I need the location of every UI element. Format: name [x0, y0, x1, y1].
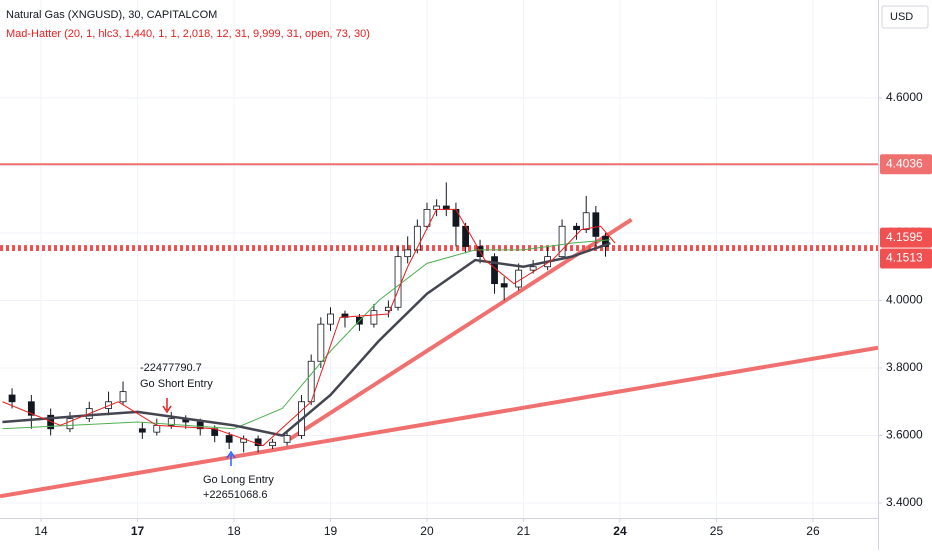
candle-body [592, 212, 600, 237]
currency-button[interactable] [881, 5, 929, 29]
candle-body [370, 310, 378, 325]
candle-body [138, 428, 146, 433]
candle-body [254, 438, 262, 447]
candle-body [196, 421, 204, 430]
candle-body [602, 235, 609, 247]
price-label: 4.1595 [886, 230, 923, 244]
plot [0, 163, 879, 499]
candle-body [529, 266, 537, 271]
y-tick-label: 4.0000 [886, 293, 923, 307]
x-tick-label: 24 [613, 524, 627, 538]
candle-body [573, 225, 580, 231]
candle-body [269, 441, 276, 447]
candle-body [8, 394, 16, 403]
candle-body [413, 225, 421, 251]
x-tick-label: 21 [517, 524, 531, 538]
moving-average [2, 241, 611, 437]
candle-body [317, 323, 325, 362]
price-label-box [880, 248, 932, 269]
candle-body [119, 391, 127, 403]
y-tick-label: 3.6000 [886, 428, 923, 442]
candle-body [66, 418, 74, 430]
candle-body [225, 435, 233, 443]
trend-line [0, 345, 879, 499]
x-tick-label: 17 [131, 524, 145, 538]
candle-body [384, 306, 392, 312]
candle-body [558, 225, 566, 258]
candle-body [500, 283, 508, 288]
price-label-box [880, 154, 932, 175]
candle-body [27, 401, 35, 416]
candle-body [433, 205, 441, 210]
candle-body [105, 401, 112, 409]
candle-body [404, 249, 412, 258]
price-label: 4.1513 [886, 251, 923, 265]
candle-body [153, 424, 161, 433]
candle-body [47, 414, 55, 430]
candle-body [327, 313, 334, 325]
y-tick-label: 4.6000 [886, 90, 923, 104]
axes: 3.40003.60003.80004.00004.20004.40004.60… [34, 90, 932, 538]
annotation: +22651068.6 [203, 489, 268, 501]
x-tick-label: 26 [806, 524, 820, 538]
x-tick-label: 20 [420, 524, 434, 538]
indicator-label: Mad-Hatter (20, 1, hlc3, 1,440, 1, 1, 2,… [6, 28, 370, 40]
candle-body [452, 208, 460, 227]
x-tick-label: 19 [324, 524, 338, 538]
candle-body [283, 435, 291, 443]
grid [0, 0, 878, 518]
price-label-box [880, 227, 932, 248]
x-tick-label: 18 [227, 524, 241, 538]
y-tick-label: 3.4000 [886, 495, 923, 509]
candle-body [167, 418, 175, 426]
candle-body [423, 208, 431, 227]
y-tick-label: 3.8000 [886, 360, 923, 374]
moving-average [2, 239, 611, 430]
annotation: Go Short Entry [140, 378, 213, 390]
chart-title: Natural Gas (XNGUSD), 30, CAPITALCOM [6, 9, 217, 21]
candle-body [582, 212, 590, 231]
currency-label[interactable]: USD [890, 11, 913, 23]
annotation: Go Long Entry [203, 474, 274, 486]
annotation: -22477790.7 [140, 362, 202, 374]
moving-average [2, 208, 616, 447]
short-arrow [162, 398, 172, 414]
x-tick-label: 14 [34, 524, 48, 538]
candle-body [515, 269, 523, 288]
x-tick-label: 25 [710, 524, 724, 538]
long-arrow [226, 450, 236, 466]
candle-body [442, 205, 450, 210]
price-label: 4.4036 [886, 156, 923, 170]
candle-body [394, 256, 402, 308]
